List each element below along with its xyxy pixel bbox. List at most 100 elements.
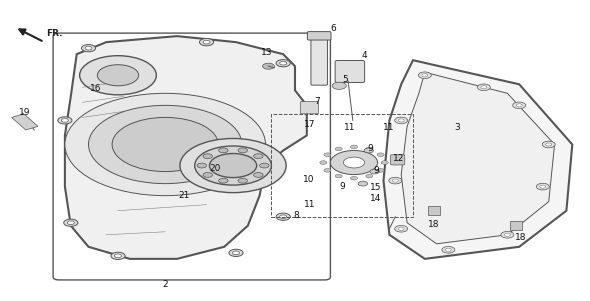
Text: 18: 18 [428,220,440,229]
Text: 10: 10 [303,175,314,184]
Circle shape [389,177,402,184]
Text: 11: 11 [304,200,316,209]
Text: 5: 5 [342,75,348,84]
Circle shape [81,45,96,52]
Circle shape [232,251,240,255]
Text: 12: 12 [392,154,404,163]
Circle shape [481,86,487,89]
Circle shape [377,153,384,157]
Circle shape [114,254,122,258]
Circle shape [276,60,290,67]
Circle shape [112,117,218,172]
Circle shape [392,179,398,182]
Circle shape [335,147,342,151]
Circle shape [229,249,243,256]
Circle shape [65,93,266,196]
Text: 21: 21 [178,191,190,200]
Text: 4: 4 [362,51,368,60]
Circle shape [364,148,373,153]
Text: 13: 13 [261,48,273,57]
Circle shape [343,157,365,168]
Circle shape [350,176,358,180]
Circle shape [254,172,263,177]
Text: 17: 17 [304,120,316,129]
Text: 9: 9 [339,182,345,191]
Circle shape [111,252,125,259]
Circle shape [335,174,342,178]
Polygon shape [12,114,38,130]
Circle shape [513,102,526,109]
Text: 11: 11 [343,123,355,132]
Text: FR.: FR. [46,29,63,38]
Circle shape [88,105,242,184]
FancyBboxPatch shape [335,61,365,82]
Polygon shape [401,72,555,244]
FancyBboxPatch shape [300,101,319,114]
Circle shape [238,178,247,183]
Circle shape [320,161,327,164]
Circle shape [366,174,373,178]
Circle shape [516,104,522,107]
Polygon shape [428,206,440,215]
Circle shape [442,247,455,253]
Circle shape [238,148,247,153]
Circle shape [203,172,212,177]
Text: 7: 7 [314,97,320,106]
Circle shape [276,213,290,220]
Circle shape [80,56,156,95]
Circle shape [398,227,404,230]
FancyBboxPatch shape [307,32,331,40]
Polygon shape [510,221,522,230]
Circle shape [219,178,228,183]
FancyBboxPatch shape [391,155,405,165]
Circle shape [350,145,358,149]
Circle shape [180,138,286,193]
Circle shape [263,63,274,69]
Text: 11: 11 [382,123,394,132]
Text: 15: 15 [369,183,381,192]
Circle shape [199,39,214,46]
Circle shape [219,148,228,153]
Circle shape [381,161,388,164]
Circle shape [97,65,139,86]
Text: 9: 9 [373,166,379,175]
Circle shape [418,72,431,79]
Text: 3: 3 [454,123,460,132]
Circle shape [546,143,552,146]
Circle shape [260,163,269,168]
Circle shape [209,154,257,178]
Text: 19: 19 [19,108,31,117]
Text: 8: 8 [293,211,299,220]
Text: 16: 16 [90,84,101,93]
Circle shape [324,169,331,172]
Circle shape [366,147,373,151]
Circle shape [330,150,378,175]
Circle shape [395,225,408,232]
Circle shape [203,154,212,159]
Circle shape [477,84,490,91]
Polygon shape [65,36,307,259]
Circle shape [536,183,549,190]
Circle shape [358,181,368,186]
Circle shape [254,154,263,159]
Circle shape [61,119,68,122]
Text: 14: 14 [369,194,381,203]
Circle shape [445,248,451,251]
Circle shape [422,74,428,77]
Circle shape [203,40,210,44]
Circle shape [540,185,546,188]
Circle shape [280,61,287,65]
Polygon shape [384,60,572,259]
Circle shape [324,153,331,157]
Circle shape [542,141,555,148]
Circle shape [395,117,408,124]
Circle shape [67,221,74,225]
Circle shape [332,82,346,89]
FancyBboxPatch shape [311,35,327,85]
Circle shape [58,117,72,124]
Circle shape [64,219,78,226]
Circle shape [377,169,384,172]
Circle shape [280,215,287,219]
Text: 20: 20 [209,164,221,173]
Text: 6: 6 [330,24,336,33]
